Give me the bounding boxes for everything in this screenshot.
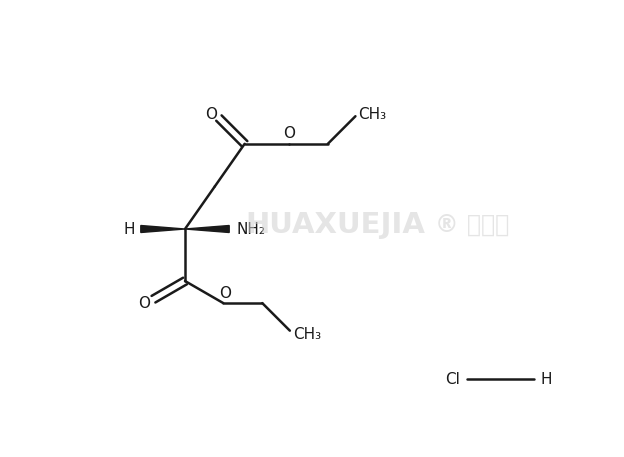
Text: O: O [283, 126, 295, 141]
Text: O: O [139, 296, 150, 311]
Text: O: O [219, 286, 232, 301]
Text: O: O [205, 106, 217, 122]
Text: Cl: Cl [446, 372, 461, 387]
Text: H: H [540, 372, 552, 387]
Text: ® 化学加: ® 化学加 [435, 213, 509, 237]
Text: HUAXUEJIA: HUAXUEJIA [245, 211, 425, 239]
Text: H: H [123, 222, 135, 237]
Polygon shape [141, 225, 185, 233]
Text: NH₂: NH₂ [236, 222, 266, 237]
Polygon shape [185, 225, 229, 233]
Text: CH₃: CH₃ [293, 327, 321, 342]
Text: CH₃: CH₃ [358, 107, 386, 122]
